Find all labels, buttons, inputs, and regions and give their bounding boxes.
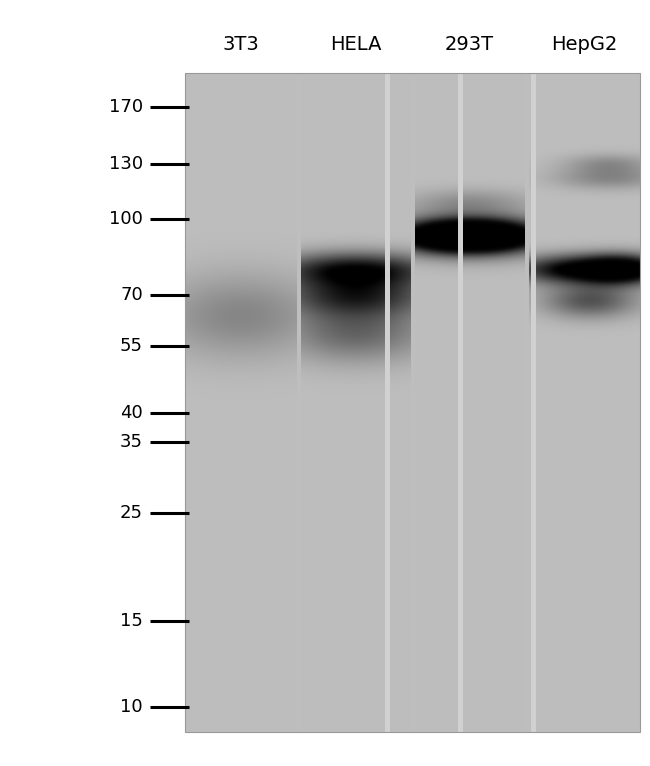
- Text: 10: 10: [120, 698, 143, 716]
- Text: 70: 70: [120, 286, 143, 304]
- Text: 25: 25: [120, 504, 143, 522]
- Bar: [458, 73, 463, 732]
- Text: 40: 40: [120, 404, 143, 422]
- Text: 35: 35: [120, 433, 143, 450]
- Bar: [531, 73, 536, 732]
- Text: HELA: HELA: [330, 34, 382, 54]
- Text: 55: 55: [120, 337, 143, 355]
- Text: 130: 130: [109, 155, 143, 172]
- Text: 3T3: 3T3: [222, 34, 259, 54]
- Text: 170: 170: [109, 98, 143, 116]
- Text: 100: 100: [109, 210, 143, 228]
- Bar: [185, 73, 640, 732]
- Text: HepG2: HepG2: [551, 34, 617, 54]
- Text: 293T: 293T: [445, 34, 494, 54]
- Bar: [185, 73, 640, 732]
- Text: 15: 15: [120, 612, 143, 630]
- Bar: [385, 73, 390, 732]
- Bar: [385, 73, 390, 732]
- Bar: [458, 73, 463, 732]
- Bar: [531, 73, 536, 732]
